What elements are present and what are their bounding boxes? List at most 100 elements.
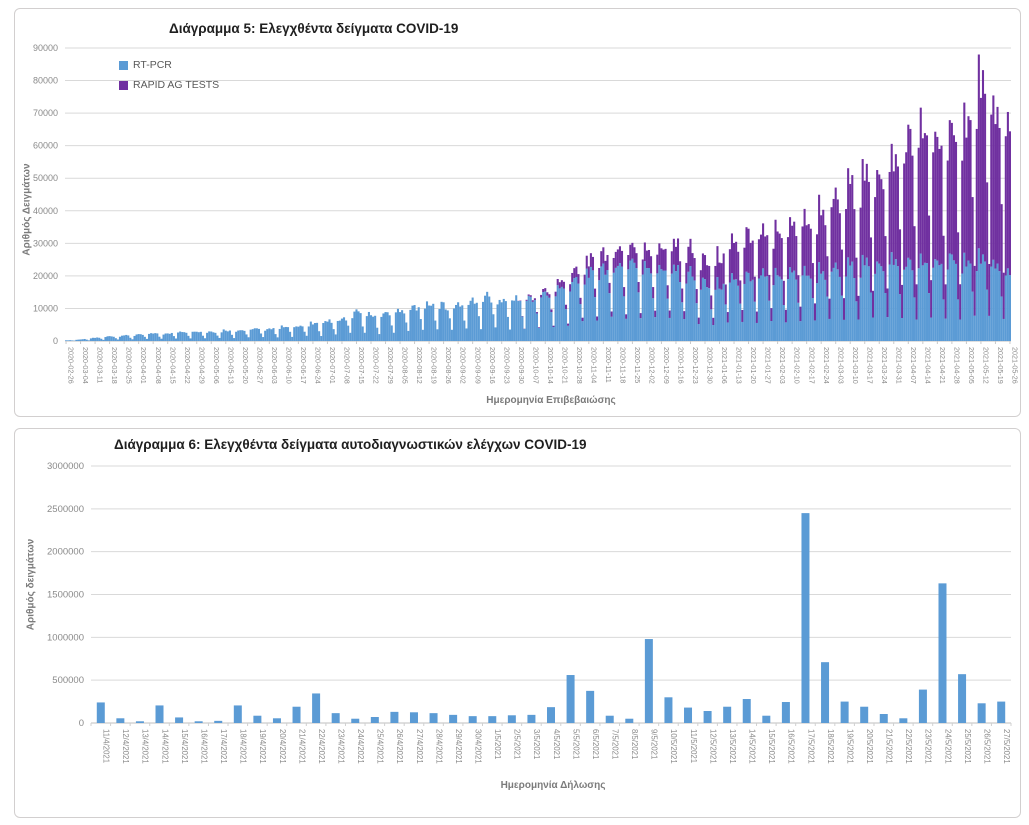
svg-text:2020-05-06: 2020-05-06 bbox=[212, 347, 221, 384]
svg-text:20/4/2021: 20/4/2021 bbox=[278, 729, 287, 764]
svg-text:2021-05-05: 2021-05-05 bbox=[967, 347, 976, 384]
svg-text:2020-08-26: 2020-08-26 bbox=[444, 347, 453, 384]
svg-text:1500000: 1500000 bbox=[47, 590, 84, 601]
svg-text:23/5/2021: 23/5/2021 bbox=[924, 729, 933, 764]
svg-text:2020-06-24: 2020-06-24 bbox=[314, 347, 323, 384]
svg-text:2020-09-23: 2020-09-23 bbox=[502, 347, 511, 384]
svg-text:18/4/2021: 18/4/2021 bbox=[239, 729, 248, 764]
svg-text:2020-12-16: 2020-12-16 bbox=[677, 347, 686, 384]
svg-text:2020-07-29: 2020-07-29 bbox=[386, 347, 395, 384]
svg-text:11/5/2021: 11/5/2021 bbox=[689, 729, 698, 763]
svg-text:22/4/2021: 22/4/2021 bbox=[317, 729, 326, 764]
svg-text:2020-07-01: 2020-07-01 bbox=[328, 347, 337, 384]
svg-text:2020-05-20: 2020-05-20 bbox=[241, 347, 250, 384]
svg-text:10000: 10000 bbox=[33, 303, 58, 313]
rapid-ag-swatch-icon bbox=[119, 80, 128, 90]
svg-text:25/5/2021: 25/5/2021 bbox=[963, 729, 972, 764]
svg-text:2020-05-13: 2020-05-13 bbox=[226, 347, 235, 384]
svg-text:2000000: 2000000 bbox=[47, 547, 84, 558]
svg-text:2020-07-15: 2020-07-15 bbox=[357, 347, 366, 384]
svg-text:2020-10-07: 2020-10-07 bbox=[531, 347, 540, 384]
svg-text:3/5/2021: 3/5/2021 bbox=[532, 729, 541, 759]
svg-text:17/4/2021: 17/4/2021 bbox=[219, 729, 228, 764]
svg-text:2020-10-14: 2020-10-14 bbox=[546, 347, 555, 384]
svg-text:2500000: 2500000 bbox=[47, 504, 84, 515]
svg-text:5/5/2021: 5/5/2021 bbox=[571, 729, 580, 759]
svg-text:2021-01-06: 2021-01-06 bbox=[720, 347, 729, 384]
svg-text:2020-03-25: 2020-03-25 bbox=[125, 347, 134, 384]
svg-text:2020-09-09: 2020-09-09 bbox=[473, 347, 482, 384]
svg-text:2020-09-30: 2020-09-30 bbox=[517, 347, 526, 384]
svg-text:2020-05-27: 2020-05-27 bbox=[255, 347, 264, 384]
legend-label-rapid-ag: RAPID AG TESTS bbox=[133, 79, 220, 91]
svg-text:80000: 80000 bbox=[33, 76, 58, 86]
svg-text:2020-03-04: 2020-03-04 bbox=[81, 347, 90, 384]
svg-text:2021-02-24: 2021-02-24 bbox=[822, 347, 831, 384]
svg-text:60000: 60000 bbox=[33, 141, 58, 151]
chart5-y-axis-title: Αριθμός Δειγμάτων bbox=[21, 163, 33, 256]
svg-text:4/5/2021: 4/5/2021 bbox=[552, 729, 561, 759]
svg-text:2020-06-17: 2020-06-17 bbox=[299, 347, 308, 384]
legend-item-rt-pcr: RT-PCR bbox=[119, 55, 219, 75]
svg-text:2020-12-09: 2020-12-09 bbox=[662, 347, 671, 384]
svg-text:2020-08-12: 2020-08-12 bbox=[415, 347, 424, 384]
legend-label-rt-pcr: RT-PCR bbox=[133, 59, 172, 71]
svg-text:21/5/2021: 21/5/2021 bbox=[885, 729, 894, 764]
svg-text:2020-11-04: 2020-11-04 bbox=[589, 347, 598, 383]
svg-text:2021-04-28: 2021-04-28 bbox=[952, 347, 961, 384]
svg-text:2020-06-03: 2020-06-03 bbox=[270, 347, 279, 384]
svg-text:20/5/2021: 20/5/2021 bbox=[865, 729, 874, 764]
chart5-x-axis-title: Ημερομηνία Επιβεβαιώσης bbox=[486, 395, 616, 406]
svg-text:500000: 500000 bbox=[52, 675, 84, 686]
svg-text:12/4/2021: 12/4/2021 bbox=[121, 729, 130, 764]
svg-text:2021-02-03: 2021-02-03 bbox=[778, 347, 787, 384]
svg-text:40000: 40000 bbox=[33, 206, 58, 216]
svg-text:2020-10-28: 2020-10-28 bbox=[575, 347, 584, 384]
svg-text:30000: 30000 bbox=[33, 238, 58, 248]
rt-pcr-swatch-icon bbox=[119, 60, 128, 70]
svg-text:16/5/2021: 16/5/2021 bbox=[787, 729, 796, 764]
svg-text:0: 0 bbox=[53, 336, 58, 346]
svg-text:19/4/2021: 19/4/2021 bbox=[258, 729, 267, 764]
chart6-y-axis-title: Αριθμός δειγμάτων bbox=[25, 538, 37, 631]
svg-text:23/4/2021: 23/4/2021 bbox=[336, 729, 345, 764]
svg-text:19/5/2021: 19/5/2021 bbox=[845, 729, 854, 764]
svg-text:2020-10-21: 2020-10-21 bbox=[560, 347, 569, 384]
svg-text:11/4/2021: 11/4/2021 bbox=[102, 729, 111, 763]
svg-text:12/5/2021: 12/5/2021 bbox=[708, 729, 717, 764]
chart5-canvas: 0 10000 20000 30000 40000 50000 60000 70000 8000… bbox=[33, 43, 1020, 384]
chart6-title: Διάγραμμα 6: Ελεγχθέντα δείγματα αυτοδια… bbox=[114, 437, 587, 452]
svg-text:2021-05-26: 2021-05-26 bbox=[1011, 347, 1020, 384]
svg-text:2021-04-21: 2021-04-21 bbox=[938, 347, 947, 384]
svg-text:27/4/2021: 27/4/2021 bbox=[415, 729, 424, 764]
svg-text:2020-12-23: 2020-12-23 bbox=[691, 347, 700, 384]
svg-text:26/5/2021: 26/5/2021 bbox=[982, 729, 991, 764]
svg-text:2/5/2021: 2/5/2021 bbox=[513, 729, 522, 759]
svg-text:27/5/2021: 27/5/2021 bbox=[1002, 729, 1011, 764]
svg-text:2021-03-31: 2021-03-31 bbox=[894, 347, 903, 384]
svg-text:2020-12-30: 2020-12-30 bbox=[706, 347, 715, 384]
svg-text:2020-08-19: 2020-08-19 bbox=[430, 347, 439, 384]
svg-text:2020-06-10: 2020-06-10 bbox=[284, 347, 293, 384]
svg-text:10/5/2021: 10/5/2021 bbox=[669, 729, 678, 764]
svg-text:15/4/2021: 15/4/2021 bbox=[180, 729, 189, 764]
svg-text:24/4/2021: 24/4/2021 bbox=[356, 729, 365, 764]
svg-text:15/5/2021: 15/5/2021 bbox=[767, 729, 776, 764]
svg-text:50000: 50000 bbox=[33, 173, 58, 183]
svg-text:3000000: 3000000 bbox=[47, 461, 84, 472]
chart5-panel: 0 10000 20000 30000 40000 50000 60000 70000 8000… bbox=[14, 8, 1021, 417]
svg-text:2020-03-11: 2020-03-11 bbox=[96, 347, 105, 383]
svg-text:2020-11-11: 2020-11-11 bbox=[604, 347, 613, 383]
svg-text:2021-05-19: 2021-05-19 bbox=[996, 347, 1005, 384]
svg-text:2021-04-07: 2021-04-07 bbox=[909, 347, 918, 384]
svg-text:2021-04-14: 2021-04-14 bbox=[923, 347, 932, 384]
svg-text:26/4/2021: 26/4/2021 bbox=[395, 729, 404, 764]
svg-text:28/4/2021: 28/4/2021 bbox=[434, 729, 443, 764]
svg-text:13/4/2021: 13/4/2021 bbox=[141, 729, 150, 764]
svg-text:2020-07-08: 2020-07-08 bbox=[343, 347, 352, 384]
svg-text:22/5/2021: 22/5/2021 bbox=[904, 729, 913, 764]
svg-text:21/4/2021: 21/4/2021 bbox=[297, 729, 306, 764]
svg-text:8/5/2021: 8/5/2021 bbox=[630, 729, 639, 759]
svg-text:90000: 90000 bbox=[33, 43, 58, 53]
